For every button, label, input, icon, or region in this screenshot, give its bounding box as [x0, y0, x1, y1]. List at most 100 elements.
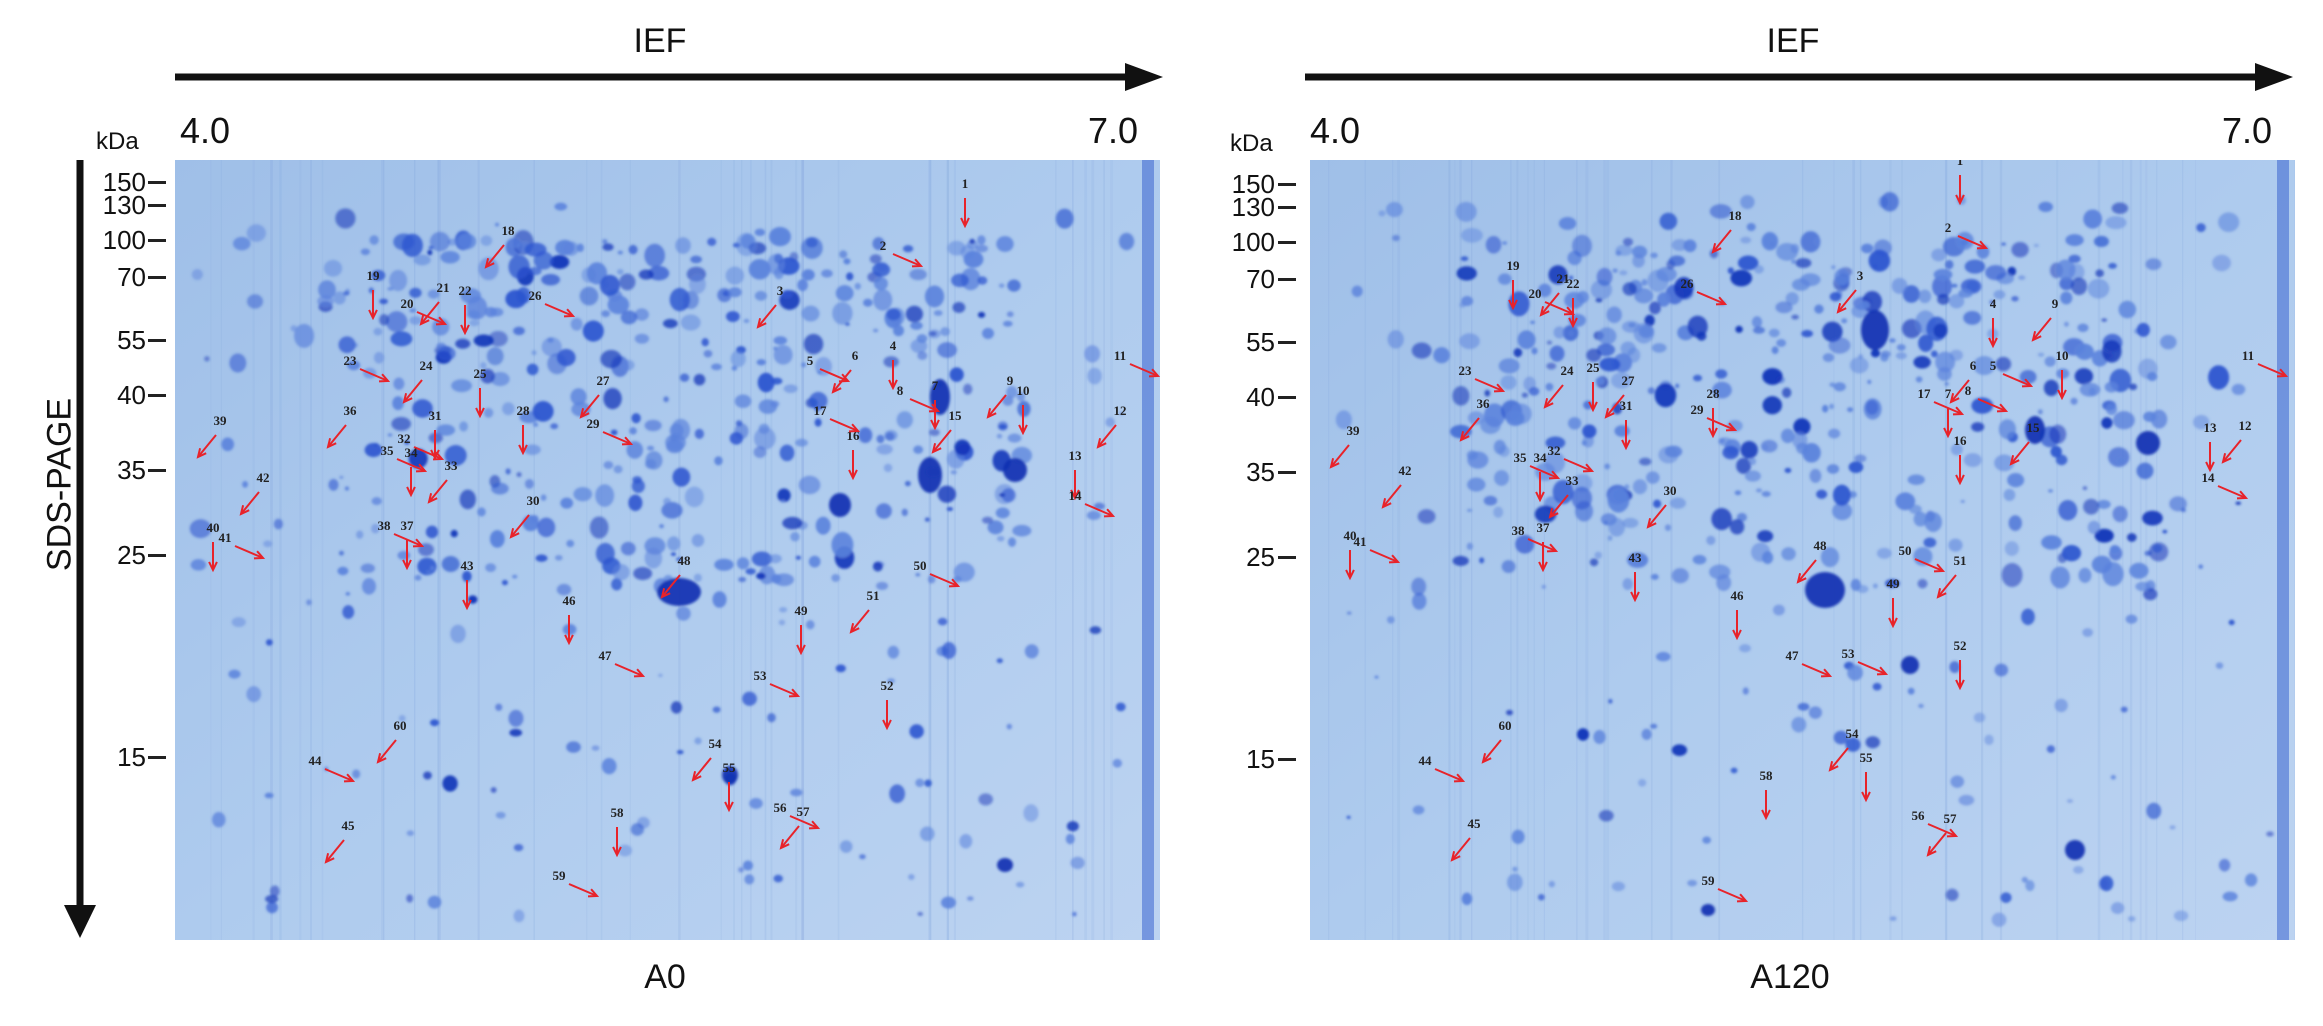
- ief-arrow-a120: [1305, 63, 2293, 91]
- protein-spot: [2037, 352, 2045, 357]
- annotation-arrowhead: [1736, 893, 1749, 903]
- protein-spot: [1793, 418, 1811, 436]
- protein-spot: [1729, 519, 1745, 535]
- protein-spot: [1546, 340, 1553, 345]
- mw-tick-35: [1278, 471, 1296, 474]
- annotation-arrowhead: [888, 379, 898, 391]
- protein-spot: [858, 427, 873, 444]
- gel-streak: [321, 160, 324, 940]
- protein-spot: [1593, 730, 1606, 745]
- mw-tick-100: [1278, 241, 1296, 244]
- protein-spot: [1387, 616, 1395, 624]
- protein-spot: [1582, 424, 1597, 439]
- protein-spot: [494, 222, 500, 227]
- annotation-arrowhead: [1388, 554, 1401, 564]
- protein-spot: [2064, 321, 2069, 327]
- protein-spot: [1683, 239, 1697, 253]
- protein-spot: [2143, 411, 2157, 422]
- annotation-arrowhead: [1538, 561, 1548, 573]
- protein-spot: [634, 333, 650, 344]
- protein-spot: [1055, 208, 1074, 229]
- gel-streak: [1397, 160, 1401, 940]
- protein-spot: [916, 334, 928, 343]
- protein-spot: [754, 228, 766, 237]
- protein-spot: [1498, 358, 1520, 374]
- protein-spot: [927, 575, 936, 584]
- annotation-arrow: [1330, 444, 1350, 468]
- protein-spot: [1895, 492, 1916, 511]
- protein-spot: [1995, 356, 2012, 372]
- protein-spot: [1538, 283, 1552, 298]
- protein-spot: [690, 255, 702, 264]
- annotation-arrow: [396, 458, 426, 472]
- spot-number-label: 44: [309, 753, 323, 768]
- protein-spot: [2066, 799, 2074, 803]
- protein-spot: [1594, 551, 1602, 559]
- protein-spot: [242, 481, 249, 488]
- protein-spot: [2152, 544, 2163, 553]
- protein-spot: [450, 529, 458, 538]
- annotation-arrowhead: [368, 309, 378, 321]
- protein-spot: [1730, 767, 1738, 774]
- annotation-arrowhead: [1711, 243, 1722, 254]
- protein-spot: [1659, 212, 1678, 230]
- protein-spot: [1007, 279, 1021, 292]
- protein-spot: [1650, 573, 1659, 580]
- protein-spot: [1626, 552, 1649, 568]
- annotation-arrowhead: [612, 846, 622, 858]
- protein-spot: [835, 664, 846, 673]
- spot-number-label: 22: [1567, 276, 1580, 291]
- annotation-arrow: [1460, 417, 1480, 441]
- spot-number-label: 1: [962, 176, 969, 191]
- protein-spot: [676, 606, 691, 621]
- protein-spot: [294, 323, 315, 348]
- protein-spot: [839, 840, 853, 853]
- spot-number-label: 8: [897, 383, 904, 398]
- protein-spot: [541, 337, 562, 357]
- protein-spot: [1754, 265, 1764, 274]
- protein-spot: [2095, 269, 2104, 278]
- protein-spot: [2047, 489, 2054, 493]
- protein-spot: [1567, 417, 1582, 430]
- spot-number-label: 39: [1347, 423, 1361, 438]
- gel-streak: [1606, 160, 1610, 940]
- protein-spot: [1932, 275, 1953, 298]
- annotation-arrowhead: [564, 634, 574, 646]
- annotation-arrowhead: [462, 599, 472, 611]
- protein-spot-major: [997, 858, 1013, 872]
- annotation-arrow: [1382, 484, 1402, 508]
- protein-spot: [2136, 322, 2150, 337]
- protein-spot: [1895, 352, 1907, 360]
- protein-spot: [1378, 210, 1386, 217]
- protein-spot: [1528, 387, 1540, 396]
- gel-streak: [1576, 160, 1578, 940]
- protein-spot: [795, 438, 808, 447]
- protein-spot: [1620, 341, 1636, 356]
- protein-spot: [1387, 330, 1404, 349]
- protein-spot: [1664, 445, 1683, 458]
- gel-streak: [1459, 160, 1462, 940]
- protein-spot: [1832, 502, 1853, 521]
- protein-spot: [513, 326, 525, 336]
- protein-spot: [269, 885, 280, 897]
- protein-spot: [2231, 383, 2246, 395]
- annotation-arrow: [403, 379, 423, 403]
- protein-spot: [1460, 256, 1469, 262]
- annotation-arrowhead: [484, 258, 495, 269]
- annotation-arrow: [324, 768, 354, 782]
- annotation-arrowhead: [930, 419, 940, 431]
- protein-spot: [2173, 910, 2189, 922]
- protein-spot: [417, 557, 437, 576]
- protein-spot: [805, 620, 815, 630]
- protein-spot: [901, 508, 908, 517]
- protein-spot: [1513, 348, 1523, 358]
- gel-streak: [1718, 160, 1721, 940]
- protein-spot: [2235, 501, 2241, 505]
- spot-number-label: 59: [1702, 873, 1716, 888]
- protein-spot: [831, 574, 840, 582]
- gel-streak: [1859, 160, 1862, 940]
- gel-streak: [1945, 160, 1948, 940]
- protein-spot: [1822, 321, 1843, 342]
- annotation-arrowhead: [621, 436, 634, 446]
- annotation-arrow: [2002, 373, 2032, 387]
